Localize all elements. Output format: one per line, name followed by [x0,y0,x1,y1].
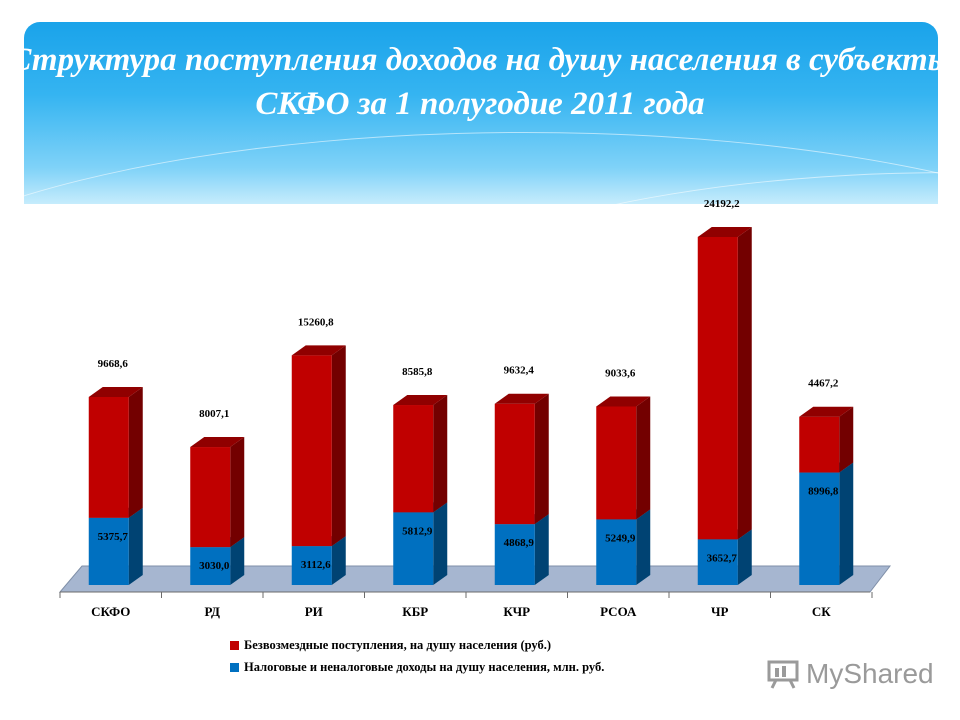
bar-segment-red-top [494,393,549,404]
bar-segment-red [88,396,129,518]
bar-segment-red-top [88,386,143,397]
data-label-blue: 5249,9 [605,532,636,544]
watermark-text: MyShared [806,658,934,689]
legend-item-series2: Безвозмездные поступления, на душу насел… [230,634,604,656]
x-tick-label: КБР [402,604,428,619]
bar-segment-blue-side [737,529,752,585]
data-label-red: 4467,2 [808,378,839,390]
bar-segment-red [291,355,332,547]
bar-segment-blue [799,472,840,585]
bar-segment-red-side [331,345,346,547]
bar-segment-red-side [230,437,245,548]
x-tick-label: РД [205,604,221,619]
bar-segment-red-top [799,406,854,417]
x-tick-label: СКФО [91,604,130,619]
bar-segment-red [697,236,738,540]
bar-segment-red-top [393,395,448,406]
data-label-red: 8007,1 [199,408,229,420]
data-label-red: 8585,8 [402,366,433,378]
chart-floor [58,565,892,593]
bar-segment-red-side [636,396,651,520]
data-label-red: 9668,6 [98,358,129,370]
bar-segment-blue-side [331,536,346,585]
bar-segment-red [596,406,637,520]
data-label-red: 9632,4 [504,365,535,377]
chart-title: Структура поступления доходов на душу на… [9,42,951,122]
legend-label: Безвозмездные поступления, на душу насел… [244,637,552,652]
legend-swatch-blue [230,662,239,672]
bar-segment-blue-side [230,537,245,585]
bar-segment-blue-side [534,514,549,585]
data-label-blue: 5812,9 [402,525,433,537]
data-label-red: 24192,2 [704,198,740,210]
bar-segment-blue-side [128,507,143,585]
presentation-board-icon [767,660,799,689]
bar-segment-red-side [128,386,143,518]
bar-segment-red [799,416,840,473]
bar-segment-red-side [839,406,854,473]
bar-segment-red-side [534,393,549,525]
watermark: MyShared [766,654,934,694]
bar-segment-blue [494,524,535,585]
x-tick-label: СК [812,604,831,619]
bar-segment-blue-side [636,509,651,585]
data-label-red: 15260,8 [298,316,334,328]
data-label-blue: 4868,9 [504,537,535,549]
data-label-blue: 5375,7 [98,531,129,543]
bar-segment-red [494,403,535,525]
bar-segment-blue [596,519,637,585]
bar-segment-red-top [190,437,245,448]
bar-segment-blue-side [433,502,448,585]
bar-segment-red-top [697,226,752,237]
decorative-wave [24,132,938,204]
data-label-blue: 3030,0 [199,560,230,572]
legend: Безвозмездные поступления, на душу насел… [230,634,604,678]
title-banner [24,22,938,204]
bar-segment-red [393,405,434,513]
bar-segment-red [190,447,231,548]
bar-segment-blue-side [839,462,854,585]
bar-segment-red-top [291,345,346,356]
bar-segment-red-side [433,395,448,513]
x-tick-label: РСОА [600,604,637,619]
bar-segment-red-side [737,226,752,540]
bar-segment-blue [291,546,332,585]
x-tick-label: РИ [305,604,323,619]
legend-swatch-red [230,640,239,650]
data-label-red: 9033,6 [605,367,636,379]
data-label-blue: 8996,8 [808,486,839,498]
x-tick-label: ЧР [711,604,729,619]
bar-segment-blue [697,539,738,585]
bar-segment-blue [88,517,129,585]
data-label-blue: 3652,7 [707,552,738,564]
legend-label: Налоговые и неналоговые доходы на душу н… [244,659,605,674]
data-label-blue: 3112,6 [301,559,331,571]
bar-segment-blue [190,547,231,585]
bar-segment-blue [393,512,434,585]
bar-segment-red-top [596,396,651,407]
legend-item-series1: Налоговые и неналоговые доходы на душу н… [230,656,604,678]
x-tick-label: КЧР [503,604,530,619]
